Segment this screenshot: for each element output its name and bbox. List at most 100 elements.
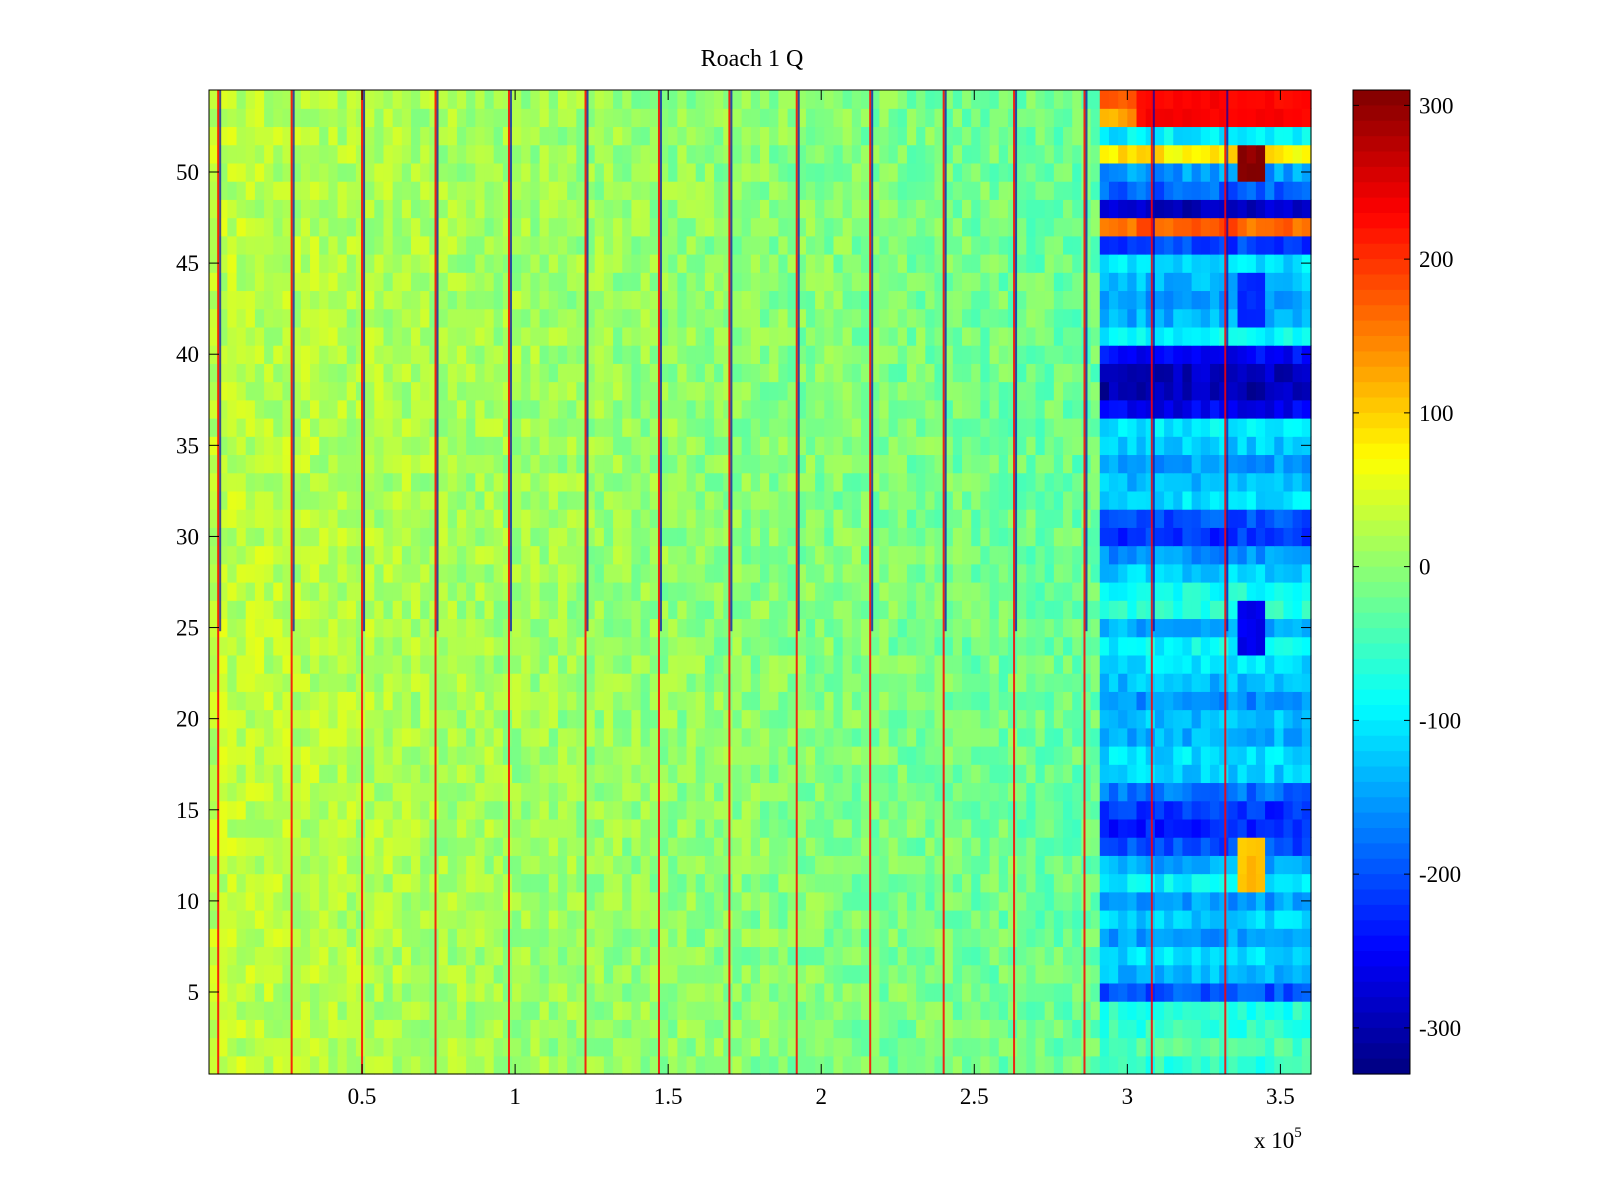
heatmap-cell bbox=[1108, 472, 1119, 492]
heatmap-cell bbox=[300, 1001, 311, 1020]
heatmap-cell bbox=[337, 363, 348, 383]
heatmap-cell bbox=[1145, 891, 1156, 911]
heatmap-cell bbox=[658, 928, 669, 948]
heatmap-cell bbox=[512, 873, 522, 893]
heatmap-cell bbox=[1292, 345, 1303, 364]
heatmap-cell bbox=[741, 545, 752, 565]
heatmap-cell bbox=[521, 345, 532, 364]
heatmap-cell bbox=[466, 436, 476, 456]
heatmap-cell bbox=[613, 873, 623, 893]
heatmap-cell bbox=[649, 490, 660, 510]
heatmap-cell bbox=[1265, 600, 1275, 620]
heatmap-cell bbox=[980, 545, 991, 565]
heatmap-cell bbox=[273, 490, 284, 510]
heatmap-cell bbox=[971, 545, 981, 565]
heatmap-cell bbox=[943, 1037, 954, 1057]
heatmap-cell bbox=[1044, 1055, 1055, 1075]
heatmap-cell bbox=[1099, 509, 1110, 528]
heatmap-cell bbox=[769, 855, 779, 875]
heatmap-cell bbox=[254, 545, 265, 565]
heatmap-cell bbox=[264, 873, 274, 893]
heatmap-cell bbox=[411, 800, 421, 820]
heatmap-cell bbox=[218, 1037, 228, 1057]
heatmap-cell bbox=[1026, 946, 1037, 966]
heatmap-cell bbox=[1200, 563, 1211, 583]
heatmap-cell bbox=[539, 490, 550, 510]
heatmap-cell bbox=[291, 1037, 302, 1057]
heatmap-cell bbox=[778, 363, 789, 383]
heatmap-cell bbox=[1063, 727, 1073, 747]
heatmap-cell bbox=[1219, 363, 1229, 383]
heatmap-cell bbox=[1099, 800, 1110, 820]
heatmap-cell bbox=[1108, 399, 1119, 419]
heatmap-cell bbox=[833, 746, 844, 765]
heatmap-cell bbox=[925, 636, 936, 656]
heatmap-cell bbox=[209, 746, 219, 765]
heatmap-cell bbox=[209, 818, 219, 838]
heatmap-cell bbox=[1081, 709, 1092, 729]
heatmap-cell bbox=[695, 527, 706, 547]
heatmap-cell bbox=[769, 563, 779, 583]
heatmap-cell bbox=[952, 946, 963, 966]
heatmap-cell bbox=[916, 891, 926, 911]
heatmap-cell bbox=[1219, 381, 1229, 401]
heatmap-cell bbox=[640, 928, 651, 948]
heatmap-cell bbox=[365, 891, 375, 911]
heatmap-cell bbox=[916, 727, 926, 747]
heatmap-cell bbox=[1292, 746, 1303, 765]
heatmap-cell bbox=[264, 764, 274, 784]
heatmap-cell bbox=[475, 363, 486, 383]
heatmap-cell bbox=[374, 600, 385, 620]
heatmap-cell bbox=[438, 964, 449, 984]
heatmap-cell bbox=[732, 472, 743, 492]
heatmap-cell bbox=[971, 946, 981, 966]
heatmap-cell bbox=[824, 509, 835, 528]
heatmap-cell bbox=[365, 472, 375, 492]
heatmap-cell bbox=[447, 800, 458, 820]
heatmap-cell bbox=[906, 618, 917, 638]
heatmap-cell bbox=[649, 582, 660, 601]
heatmap-cell bbox=[273, 582, 284, 601]
heatmap-cell bbox=[723, 800, 734, 820]
heatmap-cell bbox=[677, 782, 688, 802]
heatmap-cell bbox=[1191, 545, 1202, 565]
heatmap-cell bbox=[1246, 746, 1257, 765]
heatmap-cell bbox=[218, 326, 228, 346]
heatmap-cell bbox=[649, 818, 660, 838]
heatmap-cell bbox=[769, 582, 779, 601]
heatmap-cell bbox=[796, 837, 807, 856]
heatmap-cell bbox=[1209, 545, 1220, 565]
heatmap-cell bbox=[760, 509, 770, 528]
heatmap-cell bbox=[704, 582, 715, 601]
heatmap-cell bbox=[273, 418, 284, 437]
heatmap-cell bbox=[328, 472, 339, 492]
heatmap-cell bbox=[585, 454, 596, 474]
heatmap-cell bbox=[401, 1037, 412, 1057]
heatmap-cell bbox=[1209, 582, 1220, 601]
heatmap-cell bbox=[512, 910, 522, 929]
heatmap-cell bbox=[714, 490, 724, 510]
heatmap-cell bbox=[328, 363, 339, 383]
heatmap-cell bbox=[383, 746, 394, 765]
heatmap-cell bbox=[1292, 636, 1303, 656]
heatmap-cell bbox=[567, 399, 577, 419]
heatmap-cell bbox=[1053, 399, 1064, 419]
heatmap-cell bbox=[943, 654, 954, 674]
heatmap-cell bbox=[603, 582, 614, 601]
heatmap-cell bbox=[851, 782, 862, 802]
heatmap-cell bbox=[319, 982, 329, 1002]
heatmap-cell bbox=[328, 545, 339, 565]
heatmap-cell bbox=[310, 509, 320, 528]
heatmap-cell bbox=[227, 691, 238, 711]
heatmap-cell bbox=[447, 654, 458, 674]
heatmap-cell bbox=[622, 345, 633, 364]
heatmap-cell bbox=[1007, 673, 1018, 692]
heatmap-cell bbox=[254, 891, 265, 911]
heatmap-cell bbox=[236, 418, 247, 437]
heatmap-cell bbox=[962, 418, 972, 437]
heatmap-cell bbox=[686, 1001, 697, 1020]
heatmap-cell bbox=[245, 600, 256, 620]
heatmap-cell bbox=[1219, 472, 1229, 492]
heatmap-cell bbox=[1026, 764, 1037, 784]
heatmap-cell bbox=[1255, 982, 1266, 1002]
